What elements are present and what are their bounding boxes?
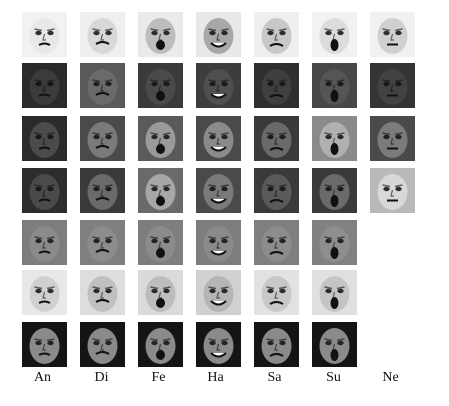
- face-image-r3-c7: [370, 116, 415, 161]
- face-image-r7-c6: [312, 322, 357, 367]
- face-image-r3-c3: [138, 116, 183, 161]
- col-label-su: Su: [326, 370, 341, 385]
- face-image-r4-c4: [196, 168, 241, 213]
- face-image-r2-c7: [370, 63, 415, 108]
- col-label-di: Di: [94, 370, 109, 385]
- face-image-r7-c3: [138, 322, 183, 367]
- face-image-r1-c6: [312, 12, 357, 57]
- face-image-r1-c5: [254, 12, 299, 57]
- face-image-r3-c5: [254, 116, 299, 161]
- face-image-r4-c5: [254, 168, 299, 213]
- face-image-r2-c4: [196, 63, 241, 108]
- col-label-an: An: [33, 370, 52, 385]
- face-image-r4-c2: [80, 168, 125, 213]
- face-image-r1-c7: [370, 12, 415, 57]
- face-image-r4-c3: [138, 168, 183, 213]
- face-image-r6-c6: [312, 270, 357, 315]
- face-image-r1-c2: [80, 12, 125, 57]
- col-label-sa: Sa: [267, 370, 282, 385]
- face-image-r1-c1: [22, 12, 67, 57]
- col-label-ha: Ha: [207, 370, 224, 385]
- face-image-r2-c1: [22, 63, 67, 108]
- face-image-r7-c1: [22, 322, 67, 367]
- face-image-r4-c1: [22, 168, 67, 213]
- face-image-r3-c1: [22, 116, 67, 161]
- face-image-r3-c6: [312, 116, 357, 161]
- face-image-r5-c1: [22, 220, 67, 265]
- face-image-r6-c4: [196, 270, 241, 315]
- face-image-r6-c1: [22, 270, 67, 315]
- face-image-r6-c2: [80, 270, 125, 315]
- face-image-r5-c4: [196, 220, 241, 265]
- face-image-r2-c6: [312, 63, 357, 108]
- face-image-r3-c4: [196, 116, 241, 161]
- face-image-r4-c7: [370, 168, 415, 213]
- face-image-r7-c2: [80, 322, 125, 367]
- face-image-r6-c3: [138, 270, 183, 315]
- face-image-r6-c5: [254, 270, 299, 315]
- face-image-r5-c2: [80, 220, 125, 265]
- face-image-r4-c6: [312, 168, 357, 213]
- face-image-r2-c3: [138, 63, 183, 108]
- face-image-r2-c2: [80, 63, 125, 108]
- face-image-r5-c3: [138, 220, 183, 265]
- face-image-r7-c4: [196, 322, 241, 367]
- col-label-fe: Fe: [151, 370, 166, 385]
- face-image-r1-c3: [138, 12, 183, 57]
- face-image-r1-c4: [196, 12, 241, 57]
- face-image-r2-c5: [254, 63, 299, 108]
- col-label-ne: Ne: [382, 370, 399, 385]
- face-image-r3-c2: [80, 116, 125, 161]
- face-image-r7-c5: [254, 322, 299, 367]
- face-image-r5-c6: [312, 220, 357, 265]
- face-image-r5-c5: [254, 220, 299, 265]
